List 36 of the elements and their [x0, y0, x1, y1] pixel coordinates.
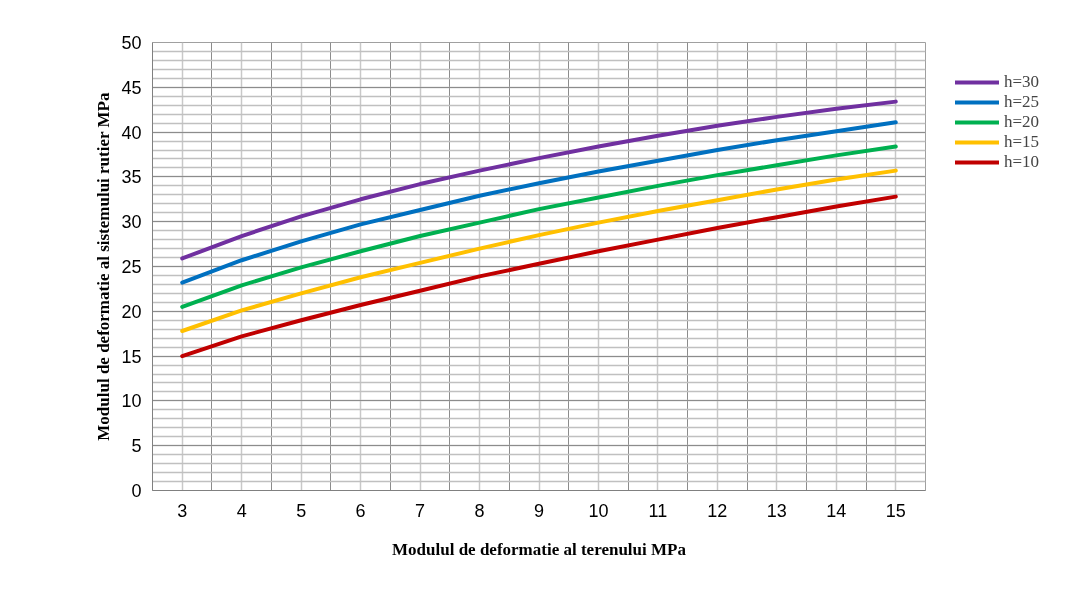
legend-label: h=25	[1004, 92, 1040, 112]
x-tick-label: 12	[707, 500, 728, 521]
x-tick-label: 4	[236, 500, 247, 521]
x-tick-label: 14	[826, 500, 847, 521]
x-tick-label: 8	[474, 500, 485, 521]
x-tick-label: 3	[177, 500, 188, 521]
x-tick-label: 15	[885, 500, 906, 521]
x-tick-label: 7	[415, 500, 426, 521]
x-tick-label: 9	[533, 500, 545, 521]
y-tick-label: 10	[121, 391, 142, 412]
y-axis-title: Modulul de deformatie al sistemului rutier MPa	[94, 92, 114, 441]
y-tick-label: 25	[121, 257, 142, 277]
y-tick-label: 45	[121, 77, 142, 98]
x-axis-title: Modulul de deformatie al terenului MPa	[392, 539, 687, 559]
y-tick-label: 20	[121, 301, 142, 322]
y-tick-label: 30	[121, 212, 142, 233]
line-series	[180, 120, 898, 285]
line-series	[180, 99, 898, 261]
x-tick-label: 5	[296, 500, 307, 521]
x-tick-label: 6	[355, 500, 366, 521]
y-tick-label: 50	[121, 33, 142, 53]
line-series	[180, 144, 898, 309]
y-tick-label: 35	[121, 167, 142, 188]
legend-label: h=10	[1004, 152, 1040, 172]
legend-label: h=15	[1004, 132, 1040, 152]
y-tick-label: 15	[121, 346, 142, 367]
line-series	[180, 168, 898, 334]
legend-label: h=20	[1004, 112, 1040, 132]
x-tick-label: 13	[766, 500, 787, 521]
line-series	[180, 194, 898, 359]
y-tick-label: 5	[131, 436, 142, 457]
y-tick-label: 0	[131, 481, 142, 501]
y-tick-label: 40	[121, 122, 142, 143]
legend-label: h=30	[1004, 72, 1040, 92]
x-tick-label: 10	[588, 500, 609, 521]
x-tick-label: 11	[648, 500, 668, 521]
